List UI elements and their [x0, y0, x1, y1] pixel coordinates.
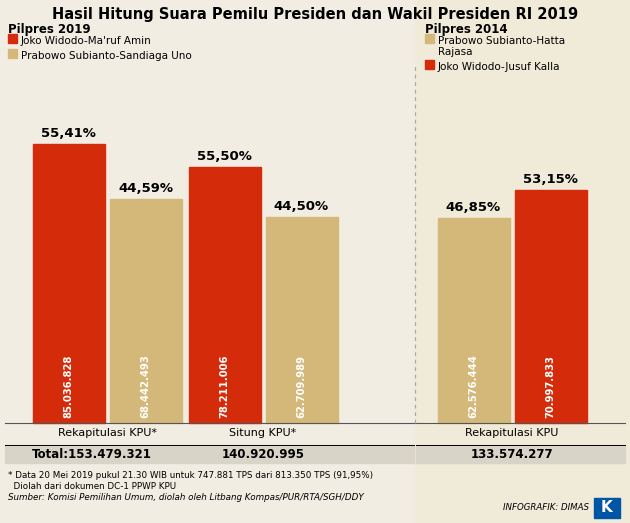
- Text: 85.036.828: 85.036.828: [64, 355, 74, 418]
- Bar: [188, 167, 260, 423]
- Bar: [8, 49, 17, 58]
- Text: Total:153.479.321: Total:153.479.321: [32, 448, 152, 460]
- Bar: [425, 34, 434, 43]
- Bar: [265, 218, 338, 423]
- Text: Pilpres 2019: Pilpres 2019: [8, 23, 91, 36]
- Text: * Data 20 Mei 2019 pukul 21.30 WIB untuk 747.881 TPS dari 813.350 TPS (91,95%): * Data 20 Mei 2019 pukul 21.30 WIB untuk…: [8, 471, 373, 480]
- Text: Situng KPU*: Situng KPU*: [229, 428, 297, 438]
- Text: INFOGRAFIK: DIMAS: INFOGRAFIK: DIMAS: [503, 504, 589, 513]
- Text: Joko Widodo-Ma'ruf Amin: Joko Widodo-Ma'ruf Amin: [21, 36, 152, 46]
- Text: Diolah dari dokumen DC-1 PPWP KPU: Diolah dari dokumen DC-1 PPWP KPU: [8, 482, 176, 491]
- Text: 55,50%: 55,50%: [197, 150, 252, 163]
- Bar: [5, 445, 414, 463]
- Text: 133.574.277: 133.574.277: [471, 448, 553, 460]
- Bar: [415, 0, 630, 523]
- Text: Prabowo Subianto-Hatta: Prabowo Subianto-Hatta: [438, 36, 565, 46]
- Text: 62.576.444: 62.576.444: [469, 354, 479, 418]
- Bar: [33, 144, 105, 423]
- Text: 53,15%: 53,15%: [523, 173, 578, 186]
- Text: 78.211.006: 78.211.006: [219, 355, 229, 418]
- Bar: [8, 34, 17, 43]
- Bar: [110, 199, 181, 423]
- Text: Hasil Hitung Suara Pemilu Presiden dan Wakil Presiden RI 2019: Hasil Hitung Suara Pemilu Presiden dan W…: [52, 7, 578, 22]
- Text: Prabowo Subianto-Sandiaga Uno: Prabowo Subianto-Sandiaga Uno: [21, 51, 192, 61]
- Text: 70.997.833: 70.997.833: [546, 355, 556, 418]
- Text: Rekapitulasi KPU: Rekapitulasi KPU: [466, 428, 559, 438]
- Text: 55,41%: 55,41%: [41, 127, 96, 140]
- Text: 46,85%: 46,85%: [446, 201, 501, 214]
- Text: Sumber: Komisi Pemilihan Umum, diolah oleh Litbang Kompas/PUR/RTA/SGH/DDY: Sumber: Komisi Pemilihan Umum, diolah ol…: [8, 493, 364, 502]
- Bar: [425, 60, 434, 69]
- Bar: [437, 218, 510, 423]
- Bar: [515, 190, 587, 423]
- Text: 44,59%: 44,59%: [118, 181, 173, 195]
- Bar: [416, 445, 625, 463]
- Bar: [594, 498, 620, 518]
- Text: 62.709.989: 62.709.989: [297, 355, 307, 418]
- Text: 140.920.995: 140.920.995: [222, 448, 304, 460]
- Text: K: K: [601, 499, 613, 515]
- Text: Pilpres 2014: Pilpres 2014: [425, 23, 508, 36]
- Text: 68.442.493: 68.442.493: [140, 354, 151, 418]
- Text: 44,50%: 44,50%: [274, 200, 329, 213]
- Text: Rajasa: Rajasa: [438, 47, 472, 57]
- Text: Rekapitulasi KPU*: Rekapitulasi KPU*: [57, 428, 156, 438]
- Text: Joko Widodo-Jusuf Kalla: Joko Widodo-Jusuf Kalla: [438, 62, 561, 72]
